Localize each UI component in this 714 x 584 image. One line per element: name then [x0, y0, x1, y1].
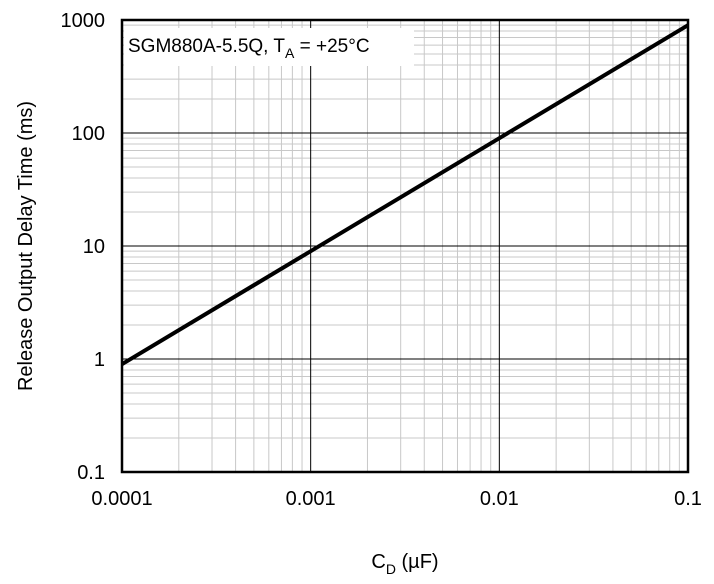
y-tick-label: 1000 — [61, 10, 106, 32]
series-layer — [120, 23, 690, 366]
annotation-box — [124, 28, 414, 66]
y-tick-label: 100 — [72, 123, 105, 145]
x-tick-label: 0.1 — [674, 488, 702, 510]
y-tick-label: 0.1 — [77, 462, 105, 484]
major-grid — [122, 20, 688, 472]
y-tick-label: 1 — [94, 349, 105, 371]
x-tick-labels: 0.0001 0.001 0.01 0.1 — [91, 488, 701, 510]
x-tick-label: 0.0001 — [91, 488, 152, 510]
x-axis-title: CD (µF) — [371, 551, 438, 577]
series-line — [120, 23, 690, 366]
y-axis-title: Release Output Delay Time (ms) — [15, 101, 37, 391]
y-tick-labels: 0.1 1 10 100 1000 — [61, 10, 106, 484]
y-tick-label: 10 — [83, 236, 105, 258]
x-tick-label: 0.01 — [480, 488, 519, 510]
x-tick-label: 0.001 — [286, 488, 336, 510]
annotation-label: SGM880A-5.5Q, TA = +25°C — [128, 36, 370, 61]
plot-frame — [120, 18, 690, 474]
